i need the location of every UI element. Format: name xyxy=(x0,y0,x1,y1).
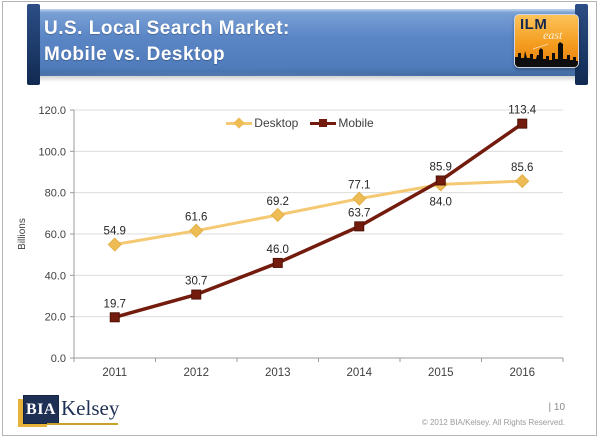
mobile-marker xyxy=(109,312,120,323)
square-marker-icon xyxy=(319,118,328,127)
data-label: 63.7 xyxy=(348,207,370,219)
x-tick-label: 2012 xyxy=(183,367,209,379)
desktop-marker xyxy=(107,237,122,252)
ilm-east-logo: ILM east xyxy=(514,14,579,68)
data-label: 85.9 xyxy=(430,161,452,173)
bia-logo-box: BIA xyxy=(23,395,59,424)
desktop-marker xyxy=(189,223,204,238)
y-tick-label: 0.0 xyxy=(51,353,66,365)
desktop-marker xyxy=(515,174,530,189)
desktop-marker xyxy=(352,191,367,206)
chart-canvas: 0.0 20.0 40.0 60.0 80.0 100.0 120.0 2011 2012 201… xyxy=(17,105,564,379)
y-tick-label: 60.0 xyxy=(45,229,66,241)
y-axis-title: Billions xyxy=(17,218,28,250)
data-label: 69.2 xyxy=(267,196,289,208)
data-label: 113.4 xyxy=(508,105,537,117)
copyright-text: © 2012 BIA/Kelsey. All Rights Reserved. xyxy=(421,418,565,427)
y-tick-label: 120.0 xyxy=(38,105,66,117)
data-label: 46.0 xyxy=(267,244,289,256)
x-tick-label: 2014 xyxy=(346,367,372,379)
page-number: | 10 xyxy=(548,402,566,413)
legend-line-icon xyxy=(310,118,337,127)
mobile-marker xyxy=(517,118,528,129)
diamond-marker-icon xyxy=(233,116,245,129)
bia-logo-underline xyxy=(47,423,118,425)
x-tick-label: 2016 xyxy=(509,367,535,379)
ilm-logo-suffix: east xyxy=(543,28,563,42)
legend-label: Mobile xyxy=(338,116,374,130)
y-tick-label: 20.0 xyxy=(45,312,66,324)
city-skyline-icon xyxy=(515,42,578,67)
line-chart: 0.0 20.0 40.0 60.0 80.0 100.0 120.0 2011 2012 201… xyxy=(0,88,600,388)
data-label: 84.0 xyxy=(430,196,452,208)
y-tick-label: 80.0 xyxy=(45,188,66,200)
kelsey-logo-text: Kelsey xyxy=(61,396,120,420)
data-label: 77.1 xyxy=(348,180,370,192)
y-tick-label: 40.0 xyxy=(45,270,66,282)
title-banner: U.S. Local Search Market: Mobile vs. Des… xyxy=(30,9,588,76)
ilm-logo-text: ILM xyxy=(520,16,548,33)
mobile-marker xyxy=(191,289,202,300)
y-tick-label: 100.0 xyxy=(38,146,66,158)
page-title-line2: Mobile vs. Desktop xyxy=(44,44,226,65)
data-label: 61.6 xyxy=(185,212,207,224)
legend-item-mobile: Mobile xyxy=(310,116,374,130)
mobile-marker xyxy=(272,257,283,268)
data-label: 54.9 xyxy=(104,226,126,238)
mobile-marker xyxy=(435,175,446,186)
x-tick-label: 2015 xyxy=(428,367,454,379)
desktop-line xyxy=(114,179,523,247)
page-title-line1: U.S. Local Search Market: xyxy=(44,18,290,39)
data-label: 85.6 xyxy=(511,162,533,174)
chart-legend: Desktop Mobile xyxy=(0,116,600,130)
data-label: 30.7 xyxy=(185,276,207,288)
x-tick-label: 2011 xyxy=(102,367,127,379)
banner-left-accent-bar xyxy=(27,4,40,85)
legend-label: Desktop xyxy=(254,116,299,130)
page-title: U.S. Local Search Market: Mobile vs. Des… xyxy=(44,16,290,68)
legend-item-desktop: Desktop xyxy=(226,116,298,130)
data-label: 19.7 xyxy=(104,298,126,310)
x-tick-label: 2013 xyxy=(265,367,291,379)
mobile-line xyxy=(114,122,524,319)
mobile-marker xyxy=(354,221,365,232)
desktop-marker xyxy=(270,207,285,223)
legend-line-icon xyxy=(226,116,253,129)
